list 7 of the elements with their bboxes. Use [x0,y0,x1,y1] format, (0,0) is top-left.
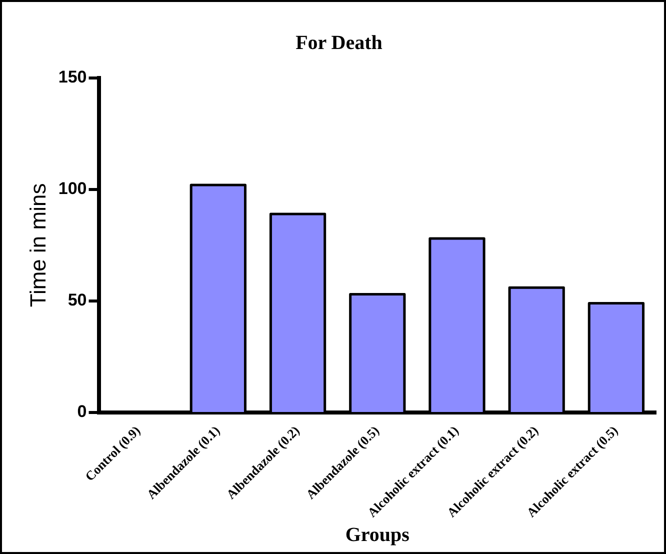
y-tick-label: 0 [77,402,87,422]
x-axis-title: Groups [345,524,410,546]
chart-title: For Death [296,32,382,54]
y-tick-label: 100 [58,179,87,198]
y-axis-title: Time in mins [25,183,50,308]
y-tick-label: 150 [58,68,87,87]
y-tick-label: 50 [68,290,87,310]
